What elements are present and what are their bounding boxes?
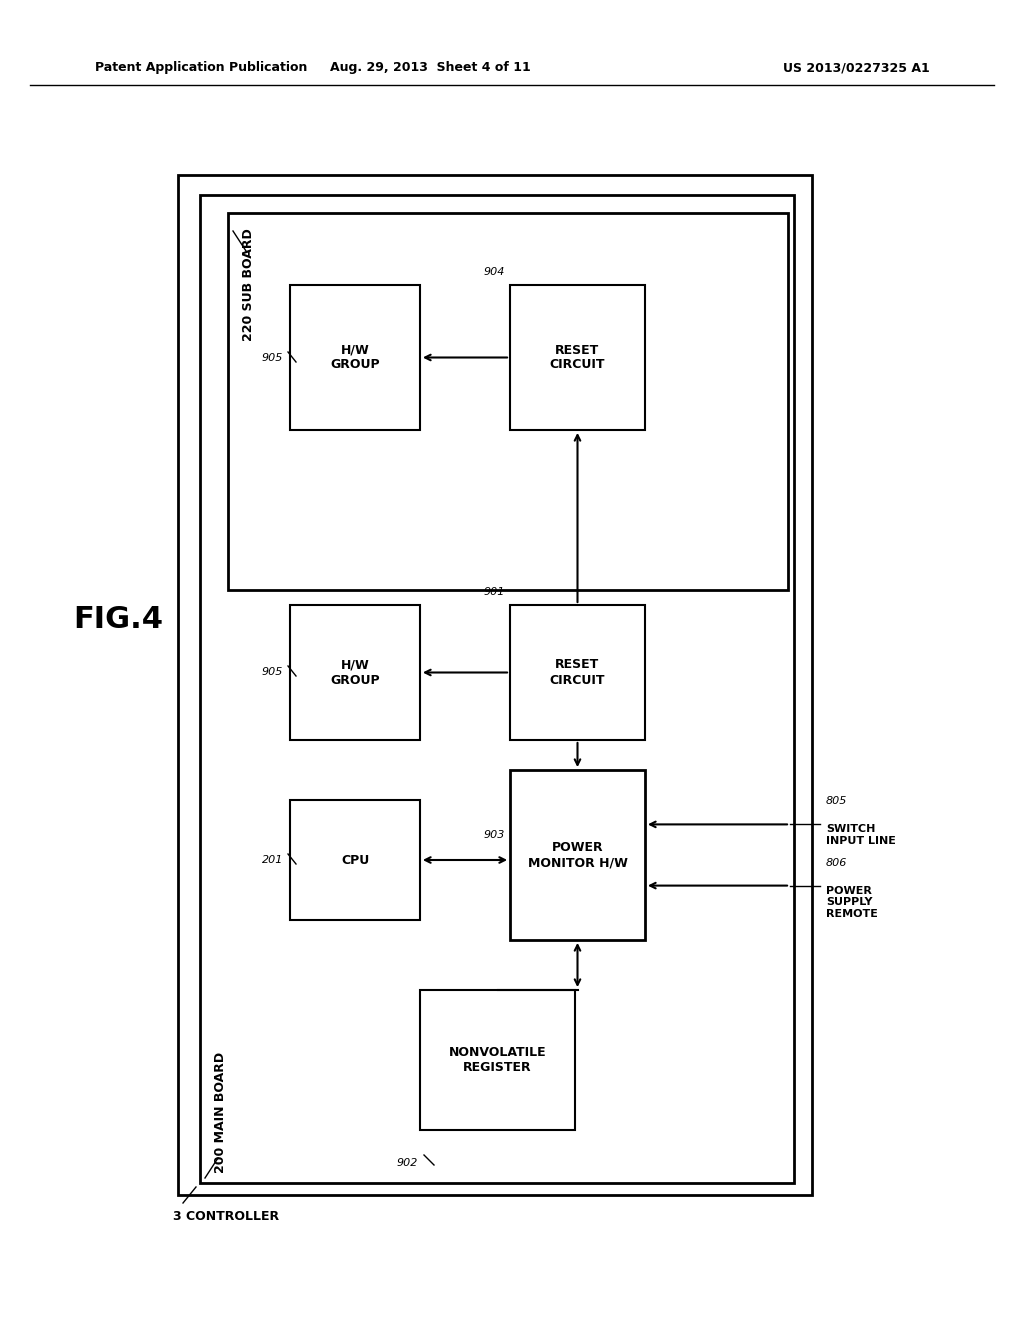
Text: H/W
GROUP: H/W GROUP [330, 343, 380, 371]
Text: 3 CONTROLLER: 3 CONTROLLER [173, 1210, 280, 1224]
Text: H/W
GROUP: H/W GROUP [330, 659, 380, 686]
Bar [420, 990, 575, 1130]
Bar [200, 195, 794, 1183]
Text: 905: 905 [261, 352, 283, 363]
Text: 220 SUB BOARD: 220 SUB BOARD [242, 228, 255, 341]
Text: POWER
SUPPLY
REMOTE: POWER SUPPLY REMOTE [826, 886, 878, 919]
Text: FIG.4: FIG.4 [73, 606, 163, 635]
Bar [510, 285, 645, 430]
Text: 805: 805 [826, 796, 848, 807]
Bar [178, 176, 812, 1195]
Bar [290, 605, 420, 741]
Text: 200 MAIN BOARD: 200 MAIN BOARD [214, 1052, 227, 1173]
Text: RESET
CIRCUIT: RESET CIRCUIT [550, 343, 605, 371]
Text: US 2013/0227325 A1: US 2013/0227325 A1 [783, 62, 930, 74]
Text: SWITCH
INPUT LINE: SWITCH INPUT LINE [826, 825, 896, 846]
Text: 902: 902 [396, 1158, 418, 1168]
Text: 905: 905 [261, 667, 283, 677]
Text: 901: 901 [483, 587, 505, 597]
Text: 903: 903 [483, 830, 505, 840]
Text: CPU: CPU [341, 854, 369, 866]
Bar [510, 605, 645, 741]
Bar [228, 213, 788, 590]
Bar [510, 770, 645, 940]
Text: 904: 904 [483, 267, 505, 277]
Text: RESET
CIRCUIT: RESET CIRCUIT [550, 659, 605, 686]
Text: Patent Application Publication: Patent Application Publication [95, 62, 307, 74]
Text: 201: 201 [261, 855, 283, 865]
Text: NONVOLATILE
REGISTER: NONVOLATILE REGISTER [449, 1045, 547, 1074]
Text: Aug. 29, 2013  Sheet 4 of 11: Aug. 29, 2013 Sheet 4 of 11 [330, 62, 530, 74]
Bar [290, 285, 420, 430]
Bar [290, 800, 420, 920]
Text: POWER
MONITOR H/W: POWER MONITOR H/W [527, 841, 628, 869]
Text: 806: 806 [826, 858, 848, 867]
